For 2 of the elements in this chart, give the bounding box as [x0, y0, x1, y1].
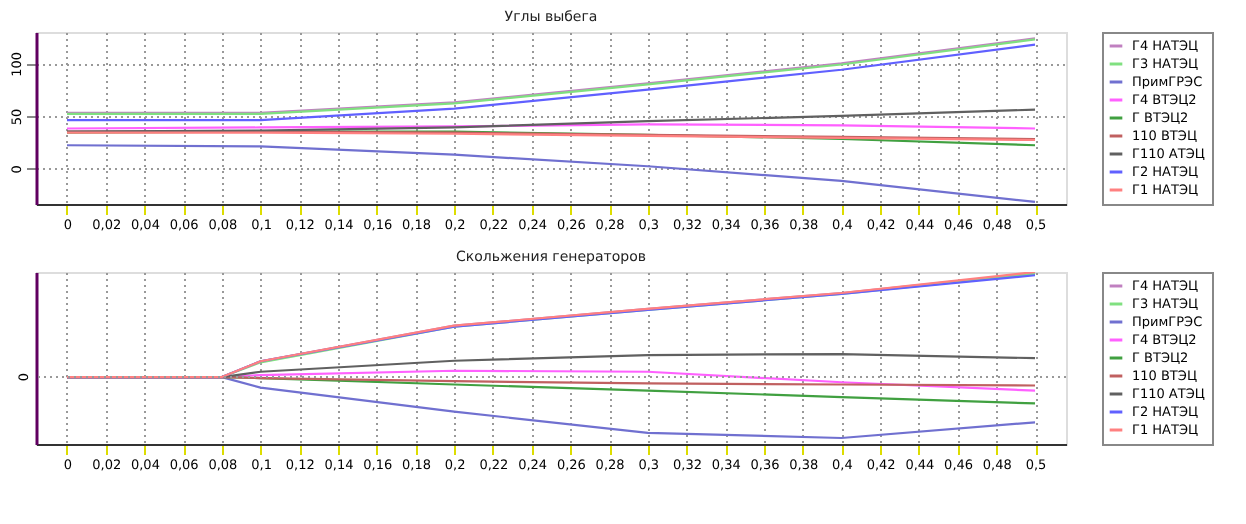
line-series: [65, 108, 1037, 133]
line-series: [65, 144, 1037, 203]
